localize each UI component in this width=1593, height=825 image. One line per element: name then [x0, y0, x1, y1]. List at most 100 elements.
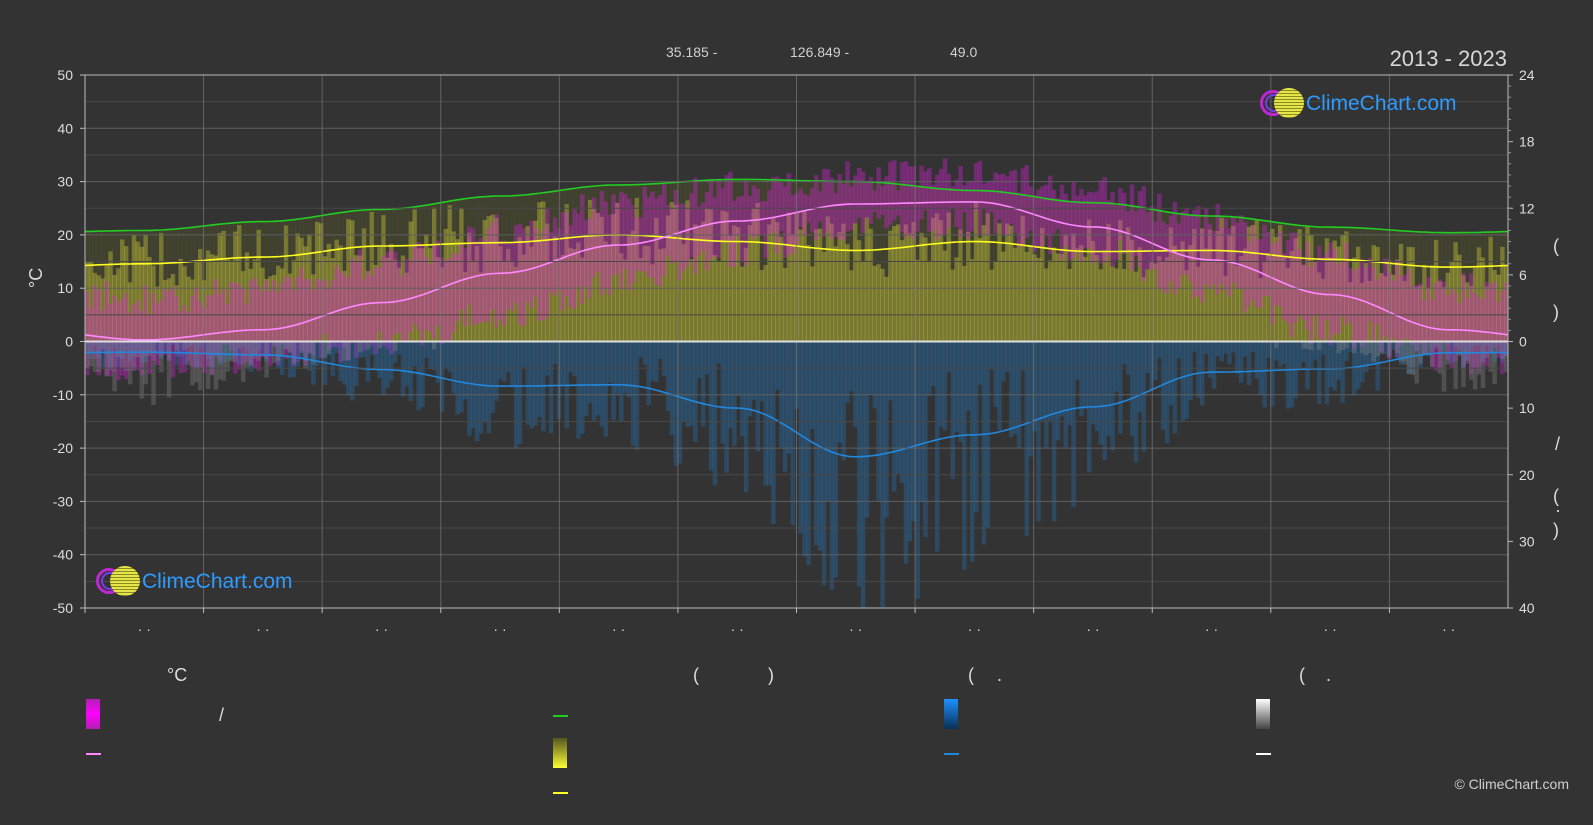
temp-range-bar	[1083, 195, 1088, 249]
sunshine-bar	[279, 268, 285, 342]
temp-range-bar	[1149, 206, 1154, 271]
daylight-bar	[700, 180, 706, 222]
rain-bar	[646, 341, 651, 406]
temp-range-bar	[1001, 173, 1006, 235]
rain-bar	[1262, 341, 1267, 408]
rain-bar	[369, 341, 375, 355]
sunshine-bar	[1157, 256, 1162, 342]
rain-bar	[661, 341, 667, 377]
temp-range-bar	[1379, 273, 1384, 353]
temp-range-bar	[1047, 175, 1053, 255]
temp-range-bar	[892, 160, 897, 221]
snow-bar	[182, 341, 187, 350]
daylight-bar	[400, 208, 406, 256]
temp-range-bar	[322, 279, 328, 335]
temp-range-bar	[1484, 282, 1490, 367]
rain-bar	[806, 341, 811, 565]
daylight-bar	[1083, 202, 1088, 257]
temp-range-bar	[1414, 285, 1419, 352]
daylight-bar	[237, 222, 242, 225]
rain-bar	[611, 341, 616, 421]
rain-bar	[1207, 341, 1213, 378]
rain-bar	[669, 341, 675, 436]
snow-bar	[299, 341, 304, 353]
daylight-bar	[354, 210, 359, 256]
daylight-bar	[517, 195, 523, 238]
daylight-bar	[420, 206, 425, 249]
rain-bar	[272, 341, 277, 347]
snow-bar	[287, 341, 293, 352]
sunshine-bar	[1149, 260, 1154, 342]
daylight-bar	[1375, 228, 1380, 247]
temp-range-bar	[334, 265, 340, 348]
daylight-bar	[1071, 201, 1076, 234]
rain-bar	[591, 341, 597, 421]
sunshine-bar	[334, 239, 340, 342]
temp-range-bar	[213, 279, 219, 356]
rain-bar	[396, 341, 402, 355]
sunshine-bar	[361, 228, 367, 342]
sunshine-bar	[938, 220, 944, 342]
rain-bar	[755, 341, 761, 452]
rain-bar	[486, 341, 492, 434]
sunshine-bar	[357, 255, 363, 342]
sunshine-bar	[1414, 287, 1419, 342]
rain-bar	[786, 341, 792, 454]
rain-bar	[638, 341, 644, 358]
temp-range-bar	[833, 192, 839, 238]
rain-bar	[135, 341, 141, 351]
daylight-bar	[1153, 209, 1158, 264]
rain-bar	[392, 341, 398, 363]
rain-bar	[833, 341, 839, 578]
sunshine-bar	[1238, 256, 1244, 342]
daylight-bar	[1398, 230, 1404, 244]
daylight-bar	[1313, 226, 1318, 263]
rain-bar	[1289, 341, 1295, 408]
sunshine-bar	[1114, 268, 1119, 342]
daylight-bar	[147, 230, 152, 257]
logo-bottom[interactable]: ClimeChart.com	[96, 566, 293, 598]
daylight-bar	[369, 209, 375, 212]
sunshine-bar	[654, 218, 659, 342]
sunshine-bar	[521, 254, 527, 342]
rain-bar	[463, 341, 468, 400]
temp-range-bar	[946, 173, 952, 228]
rain-bar	[572, 341, 577, 377]
rain-bar	[127, 341, 133, 361]
logo-top[interactable]: ClimeChart.com	[1260, 88, 1457, 120]
sunshine-bar	[276, 265, 281, 342]
snow-bar	[174, 341, 180, 351]
snow-bar	[1469, 341, 1474, 380]
rain-bar	[1129, 341, 1135, 436]
rain-bar	[584, 341, 589, 417]
snow-bar	[1426, 341, 1431, 354]
temp-range-bar	[876, 167, 881, 220]
sunshine-bar	[903, 224, 909, 342]
daylight-bar	[626, 184, 632, 236]
temp-range-bar	[1211, 231, 1217, 285]
temp-range-bar	[1137, 191, 1143, 267]
sunshine-bar	[287, 273, 293, 342]
sunshine-bar	[1410, 247, 1416, 342]
temp-range-bar	[864, 181, 870, 218]
sunshine-bar	[490, 214, 495, 342]
rain-bar	[1067, 341, 1072, 426]
snow-bar	[92, 341, 98, 373]
rain-bar	[1336, 341, 1341, 380]
rain-bar	[287, 341, 293, 378]
rain-bar	[1348, 341, 1353, 352]
temp-range-bar	[1285, 239, 1291, 324]
rain-bar	[1379, 341, 1384, 351]
temp-range-bar	[767, 190, 772, 235]
rain-bar	[1114, 341, 1119, 392]
rain-bar	[892, 341, 897, 492]
rain-bar	[494, 341, 499, 401]
sunshine-bar	[322, 256, 328, 342]
sunshine-bar	[1235, 265, 1240, 342]
rain-bar	[315, 341, 320, 366]
sunshine-bar	[1016, 243, 1022, 342]
temp-range-bar	[533, 228, 538, 298]
daylight-bar	[864, 181, 870, 218]
temp-range-bar	[1094, 191, 1100, 259]
daylight-bar	[435, 203, 441, 258]
